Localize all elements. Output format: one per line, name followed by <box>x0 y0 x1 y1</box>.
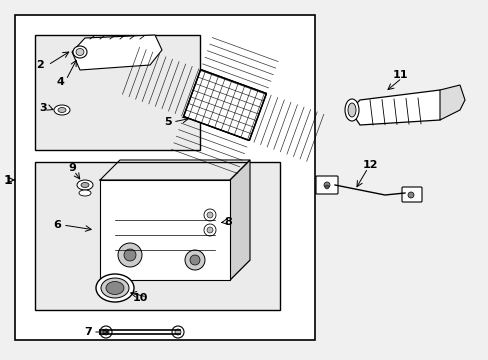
Ellipse shape <box>76 49 84 55</box>
Text: 5: 5 <box>164 117 171 127</box>
Polygon shape <box>72 35 162 70</box>
Text: 12: 12 <box>362 160 377 170</box>
Circle shape <box>184 250 204 270</box>
Ellipse shape <box>96 274 134 302</box>
Text: 9: 9 <box>68 163 76 173</box>
Circle shape <box>100 326 112 338</box>
Ellipse shape <box>79 190 91 196</box>
Ellipse shape <box>101 278 129 298</box>
Ellipse shape <box>347 103 355 117</box>
Circle shape <box>206 227 213 233</box>
Ellipse shape <box>345 99 358 121</box>
Polygon shape <box>183 69 266 140</box>
Circle shape <box>175 329 181 335</box>
Text: 7: 7 <box>84 327 92 337</box>
Circle shape <box>118 243 142 267</box>
Circle shape <box>206 212 213 218</box>
FancyBboxPatch shape <box>35 162 280 310</box>
Circle shape <box>124 249 136 261</box>
Polygon shape <box>439 85 464 120</box>
Circle shape <box>203 209 216 221</box>
Ellipse shape <box>73 46 87 58</box>
Ellipse shape <box>54 105 70 115</box>
Text: 11: 11 <box>391 70 407 80</box>
FancyBboxPatch shape <box>35 35 200 150</box>
Circle shape <box>203 224 216 236</box>
Circle shape <box>325 185 328 189</box>
Text: 3: 3 <box>39 103 47 113</box>
Circle shape <box>324 182 329 188</box>
Text: 4: 4 <box>56 77 64 87</box>
Circle shape <box>172 326 183 338</box>
Ellipse shape <box>77 180 93 190</box>
FancyBboxPatch shape <box>315 176 337 194</box>
Text: 6: 6 <box>53 220 61 230</box>
Circle shape <box>190 255 200 265</box>
Polygon shape <box>100 180 229 280</box>
Circle shape <box>103 329 109 335</box>
FancyBboxPatch shape <box>15 15 314 340</box>
Text: 1: 1 <box>3 174 12 186</box>
Text: 8: 8 <box>224 217 231 227</box>
Polygon shape <box>100 260 249 280</box>
Text: 10: 10 <box>132 293 147 303</box>
Polygon shape <box>349 90 449 125</box>
Polygon shape <box>229 160 249 280</box>
Ellipse shape <box>81 183 89 188</box>
Text: 2: 2 <box>36 60 44 70</box>
Ellipse shape <box>58 108 66 112</box>
Ellipse shape <box>106 282 124 294</box>
FancyBboxPatch shape <box>401 187 421 202</box>
Circle shape <box>407 192 413 198</box>
